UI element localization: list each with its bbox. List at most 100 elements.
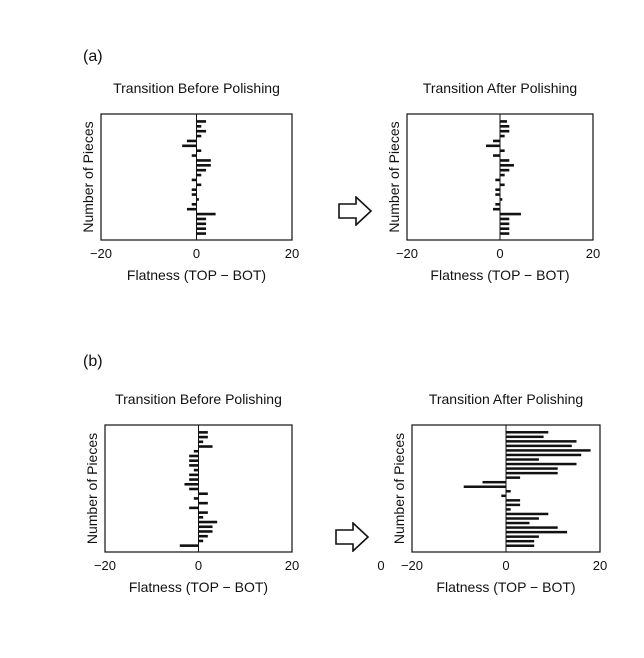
bar xyxy=(197,169,207,172)
bar xyxy=(197,135,202,138)
x-tick-label: 20 xyxy=(586,246,600,261)
x-axis-label: Flatness (TOP − BOT) xyxy=(129,579,268,595)
bar xyxy=(199,525,213,528)
y-axis-label: Number of Pieces xyxy=(386,121,402,232)
bar xyxy=(493,154,500,157)
y-axis-label: Number of Pieces xyxy=(391,433,407,544)
bar xyxy=(500,130,509,133)
bar xyxy=(197,218,207,221)
bar xyxy=(500,169,509,172)
bar xyxy=(197,198,199,201)
right-arrow-icon xyxy=(334,522,370,552)
bar xyxy=(506,440,577,442)
bar xyxy=(506,544,534,546)
bar xyxy=(501,495,506,497)
bar xyxy=(189,507,198,510)
bar xyxy=(187,140,197,143)
bar xyxy=(199,502,208,505)
bar xyxy=(197,227,207,230)
bar xyxy=(506,463,577,465)
bar xyxy=(199,431,208,434)
bar xyxy=(500,198,502,201)
bar xyxy=(192,188,197,191)
bar xyxy=(500,120,507,123)
bar xyxy=(199,535,208,538)
bar xyxy=(506,526,558,528)
bar xyxy=(495,193,500,196)
bar xyxy=(500,159,509,162)
bar xyxy=(184,483,198,486)
bar xyxy=(189,464,198,467)
bar xyxy=(199,436,208,439)
bar xyxy=(182,145,196,148)
x-tick-label: 20 xyxy=(285,246,299,261)
x-tick-label: −20 xyxy=(94,558,116,573)
bar xyxy=(500,125,509,128)
bar xyxy=(495,179,500,182)
bar xyxy=(187,208,197,211)
bar xyxy=(506,508,511,510)
bar xyxy=(192,179,197,182)
x-tick-label: 0 xyxy=(502,558,509,573)
bar xyxy=(506,449,591,451)
bar xyxy=(506,467,558,469)
bar xyxy=(500,232,509,235)
bar xyxy=(197,232,207,235)
bar xyxy=(506,445,572,447)
bar xyxy=(506,436,544,438)
bar xyxy=(495,203,500,206)
bar xyxy=(199,511,208,514)
bar xyxy=(506,476,520,478)
bar xyxy=(197,130,207,133)
bar xyxy=(189,459,198,462)
bar xyxy=(192,154,197,157)
bar xyxy=(197,213,216,216)
bar xyxy=(464,485,506,487)
bar xyxy=(199,441,204,444)
bar xyxy=(486,145,500,148)
chart-title: Transition After Polishing xyxy=(423,80,577,96)
chart-title: Transition After Polishing xyxy=(429,391,583,407)
bar xyxy=(483,481,507,483)
bar xyxy=(199,445,213,448)
x-tick-label: 20 xyxy=(593,558,607,573)
bar xyxy=(493,208,500,211)
bar xyxy=(199,516,204,519)
bar xyxy=(500,213,521,216)
bar xyxy=(506,517,539,519)
bar xyxy=(197,149,202,152)
bar xyxy=(197,125,202,128)
bar xyxy=(192,203,197,206)
x-tick-label: 0 xyxy=(195,558,202,573)
bar xyxy=(199,530,213,533)
bar xyxy=(199,492,208,495)
bar xyxy=(500,223,509,226)
bar xyxy=(506,431,548,433)
bar xyxy=(180,544,199,547)
bar xyxy=(197,159,211,162)
bar xyxy=(192,193,197,196)
chart-title: Transition Before Polishing xyxy=(115,391,282,407)
y-axis-label: Number of Pieces xyxy=(84,433,100,544)
bar xyxy=(194,497,199,500)
bar xyxy=(506,535,539,537)
bar xyxy=(194,450,199,453)
bar xyxy=(506,454,581,456)
bar xyxy=(506,531,567,533)
bar xyxy=(506,458,539,460)
bar xyxy=(493,140,500,143)
bar xyxy=(500,174,505,177)
bar xyxy=(197,174,202,177)
x-axis-label: Flatness (TOP − BOT) xyxy=(430,267,569,283)
bar xyxy=(500,135,505,138)
bar xyxy=(500,149,505,152)
bar xyxy=(500,164,514,167)
bar xyxy=(506,540,534,542)
bar xyxy=(506,513,548,515)
bar xyxy=(500,227,509,230)
bar xyxy=(189,474,198,477)
bar xyxy=(189,488,198,491)
x-tick-label: 20 xyxy=(285,558,299,573)
bar xyxy=(197,120,207,123)
